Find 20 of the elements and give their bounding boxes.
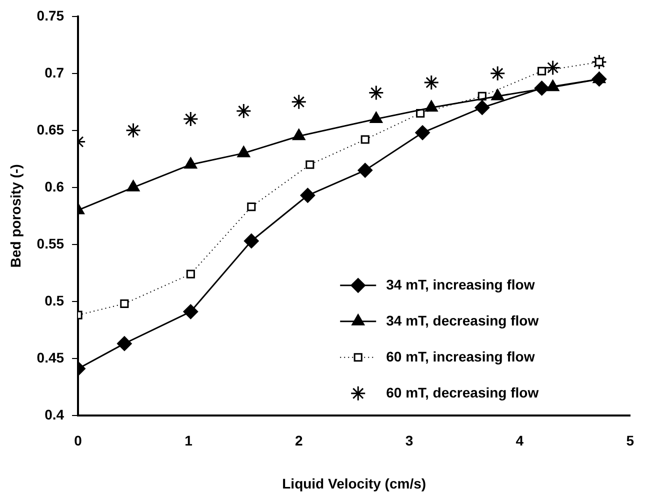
legend-label: 60 mT, decreasing flow — [386, 384, 539, 400]
x-tick-label: 0 — [74, 432, 82, 449]
x-axis-title: Liquid Velocity (cm/s) — [282, 475, 426, 492]
x-tick-label: 5 — [626, 432, 634, 449]
y-axis-title: Bed porosity (-) — [7, 164, 24, 268]
y-tick-label: 0.55 — [36, 235, 64, 252]
x-tick-label: 4 — [516, 432, 524, 449]
y-tick-label: 0.4 — [44, 406, 64, 422]
legend-label: 34 mT, increasing flow — [386, 276, 535, 292]
y-tick-label: 0.7 — [44, 64, 64, 80]
x-tick-label: 3 — [405, 432, 414, 449]
y-tick-label: 0.75 — [36, 7, 64, 24]
legend-label: 34 mT, decreasing flow — [386, 312, 539, 328]
x-tick-label: 2 — [294, 432, 303, 449]
y-tick-label: 0.6 — [44, 178, 64, 194]
x-tick-label: 1 — [184, 432, 193, 449]
y-tick-label: 0.45 — [36, 349, 64, 366]
legend-label: 60 mT, increasing flow — [386, 348, 535, 364]
y-tick-label: 0.5 — [44, 292, 64, 308]
y-tick-label: 0.65 — [36, 121, 64, 138]
